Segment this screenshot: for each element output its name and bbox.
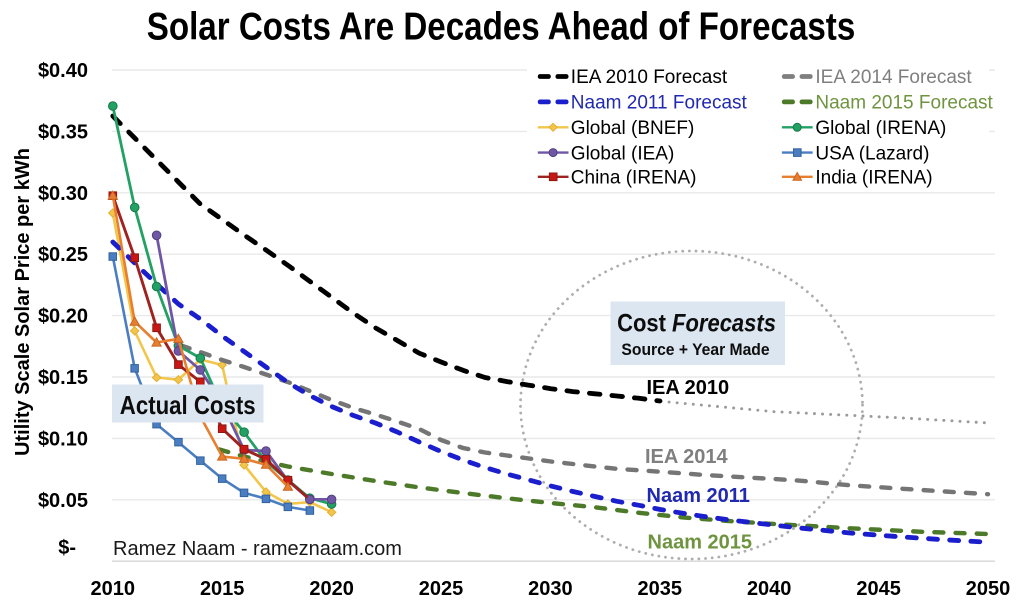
svg-text:Naam 2011: Naam 2011 bbox=[647, 485, 750, 507]
svg-text:2025: 2025 bbox=[419, 578, 464, 600]
svg-text:Utility Scale Solar Price per: Utility Scale Solar Price per kWh bbox=[12, 148, 34, 456]
svg-text:$0.15: $0.15 bbox=[38, 367, 88, 389]
svg-text:Global (IEA): Global (IEA) bbox=[571, 143, 674, 164]
svg-text:IEA 2014 Forecast: IEA 2014 Forecast bbox=[815, 67, 972, 88]
svg-text:2035: 2035 bbox=[638, 578, 683, 600]
svg-text:$0.35: $0.35 bbox=[38, 121, 88, 143]
svg-text:Actual Costs: Actual Costs bbox=[120, 391, 256, 420]
svg-text:Naam 2015: Naam 2015 bbox=[648, 532, 753, 554]
svg-text:$0.05: $0.05 bbox=[38, 490, 88, 512]
svg-text:IEA 2010 Forecast: IEA 2010 Forecast bbox=[571, 67, 728, 88]
svg-text:Source + Year Made: Source + Year Made bbox=[621, 341, 769, 359]
svg-text:$0.20: $0.20 bbox=[38, 306, 88, 328]
svg-text:2020: 2020 bbox=[309, 578, 354, 600]
svg-text:Global (BNEF): Global (BNEF) bbox=[571, 118, 695, 139]
svg-text:IEA 2010: IEA 2010 bbox=[647, 377, 730, 399]
svg-text:$0.25: $0.25 bbox=[38, 244, 88, 266]
svg-text:$0.10: $0.10 bbox=[38, 428, 88, 450]
svg-text:$0.30: $0.30 bbox=[38, 183, 88, 205]
svg-text:Ramez Naam - rameznaam.com: Ramez Naam - rameznaam.com bbox=[113, 538, 402, 560]
svg-text:2030: 2030 bbox=[528, 578, 573, 600]
svg-text:$-: $- bbox=[58, 537, 76, 559]
svg-text:India (IRENA): India (IRENA) bbox=[815, 168, 932, 189]
svg-text:2015: 2015 bbox=[200, 578, 245, 600]
svg-text:2010: 2010 bbox=[91, 578, 136, 600]
svg-text:$0.40: $0.40 bbox=[38, 60, 88, 82]
svg-text:Global (IRENA): Global (IRENA) bbox=[815, 118, 946, 139]
svg-text:2045: 2045 bbox=[856, 578, 901, 600]
svg-text:2040: 2040 bbox=[747, 578, 792, 600]
svg-text:Naam 2011 Forecast: Naam 2011 Forecast bbox=[571, 93, 748, 114]
svg-text:2050: 2050 bbox=[966, 578, 1011, 600]
svg-text:Solar Costs Are Decades Ahead: Solar Costs Are Decades Ahead of Forecas… bbox=[147, 4, 856, 48]
svg-text:USA (Lazard): USA (Lazard) bbox=[815, 143, 929, 164]
svg-text:Naam 2015 Forecast: Naam 2015 Forecast bbox=[815, 93, 993, 114]
svg-text:IEA 2014: IEA 2014 bbox=[645, 446, 729, 468]
svg-text:China (IRENA): China (IRENA) bbox=[571, 168, 697, 189]
svg-text:Cost Forecasts: Cost Forecasts bbox=[617, 309, 776, 337]
